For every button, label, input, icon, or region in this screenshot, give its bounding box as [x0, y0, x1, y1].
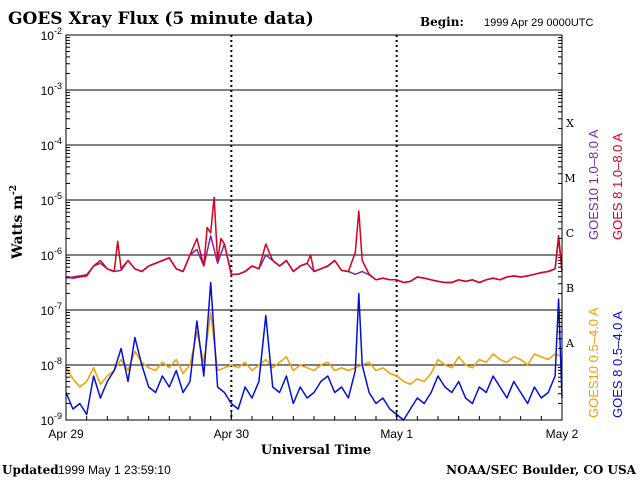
credit-text: NOAA/SEC Boulder, CO USA: [446, 463, 637, 477]
y-tick-label: 10-2: [41, 26, 62, 43]
x-tick-label: Apr 29: [48, 427, 84, 441]
legend: GOES10 1.0–8.0 A GOES 8 1.0–8.0 A GOES10 0…: [586, 129, 625, 418]
y-tick-label: 10-4: [41, 136, 62, 153]
legend-entry-2: GOES 8 1.0–8.0 A: [610, 133, 625, 240]
y-tick-label: 10-8: [41, 356, 62, 373]
y-axis-title: Watts m-2: [9, 185, 26, 260]
series-line-2: [65, 196, 563, 284]
series-line-1: [65, 235, 563, 284]
y-tick-label: 10-7: [41, 301, 62, 318]
svg-text:Watts m-2: Watts m-2: [9, 185, 26, 260]
updated-value: 1999 May 1 23:59:10: [58, 463, 171, 477]
updated-label: Updated: [2, 463, 59, 477]
flare-class-label: M: [564, 172, 575, 185]
x-tick-label: Apr 30: [214, 427, 250, 441]
flare-class-label: X: [566, 117, 574, 130]
y-axis-title-exponent: -2: [9, 185, 19, 195]
series-line-3: [65, 312, 563, 388]
flare-class-label: A: [565, 337, 575, 350]
y-tick-label: 10-3: [41, 81, 62, 98]
begin-value: 1999 Apr 29 0000UTC: [484, 17, 594, 29]
chart-title: GOES Xray Flux (5 minute data): [8, 9, 314, 29]
x-axis-title: Universal Time: [261, 443, 371, 458]
y-tick-label: 10-9: [41, 411, 62, 428]
series-line-4: [65, 281, 563, 421]
y-tick-label: 10-5: [41, 191, 62, 208]
legend-entry-1: GOES10 1.0–8.0 A: [586, 129, 601, 240]
flare-class-label: C: [566, 227, 574, 240]
begin-label: Begin:: [420, 15, 464, 29]
y-tick-label: 10-6: [41, 246, 62, 263]
flare-class-label: B: [566, 282, 574, 295]
series-lines: [65, 196, 563, 421]
y-axis-title-text: Watts m: [10, 195, 26, 260]
legend-entry-3: GOES10 0.5–4.0 A: [586, 307, 601, 418]
x-tick-label: May 2: [546, 427, 579, 441]
x-tick-label: May 1: [380, 427, 413, 441]
legend-entry-4: GOES 8 0.5–4.0 A: [610, 311, 625, 418]
